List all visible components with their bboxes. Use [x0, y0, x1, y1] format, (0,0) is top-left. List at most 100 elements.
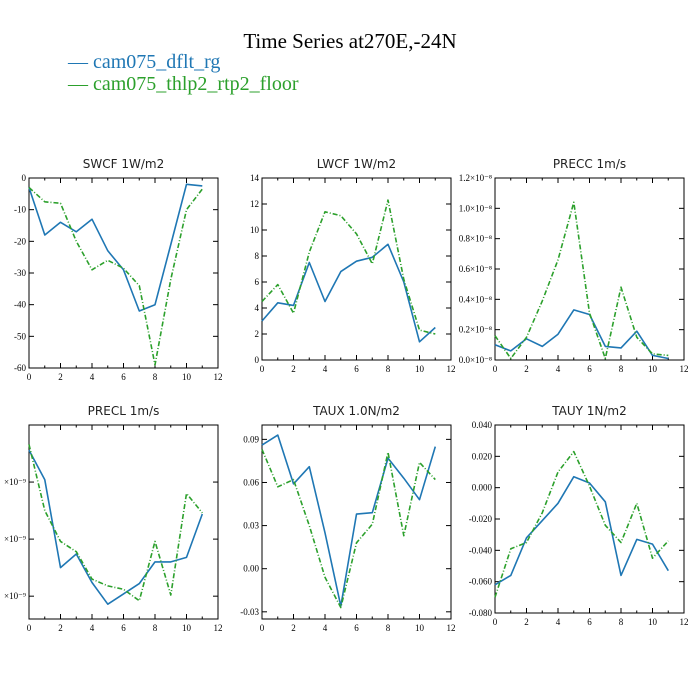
- x-tick-label: 6: [121, 372, 126, 382]
- panel-title: LWCF 1W/m2: [317, 157, 396, 171]
- x-tick-label: 12: [447, 623, 456, 633]
- y-tick-label: 0: [22, 173, 27, 183]
- series-line-2: [28, 186, 203, 366]
- x-tick-label: 6: [354, 623, 359, 633]
- x-tick-label: 2: [524, 364, 529, 374]
- y-tick-label: 8: [255, 251, 260, 261]
- series-line-2: [28, 444, 203, 602]
- y-tick-label: -60: [14, 363, 26, 373]
- x-tick-label: 4: [90, 623, 95, 633]
- y-tick-label: 4: [255, 303, 260, 313]
- series-line-1: [261, 243, 436, 343]
- y-tick-label: 0.6×10⁻⁸: [459, 264, 492, 274]
- y-tick-label: 0.06: [243, 477, 259, 487]
- panel-title: PRECC 1m/s: [553, 157, 626, 171]
- x-tick-label: 0: [260, 623, 265, 633]
- plot-frame: [494, 424, 685, 614]
- y-tick-label: 14: [250, 173, 260, 183]
- x-tick-label: 10: [648, 364, 658, 374]
- y-tick-label: 2: [255, 329, 260, 339]
- x-tick-label: 12: [680, 364, 689, 374]
- x-tick-label: 4: [323, 623, 328, 633]
- x-tick-label: 10: [415, 623, 425, 633]
- x-tick-label: 0: [493, 364, 498, 374]
- x-tick-label: 8: [153, 372, 158, 382]
- x-tick-label: 2: [58, 623, 63, 633]
- x-tick-label: 4: [90, 372, 95, 382]
- plot-frame: [28, 424, 219, 620]
- x-tick-label: 8: [619, 364, 624, 374]
- series-line-2: [261, 199, 436, 335]
- panel-title: PRECL 1m/s: [88, 404, 160, 418]
- y-tick-label: 0.2×10⁻⁸: [459, 325, 492, 335]
- legend-entry-2: — cam075_thlp2_rtp2_floor: [67, 73, 299, 95]
- x-tick-label: 12: [214, 623, 223, 633]
- x-tick-label: 12: [447, 364, 456, 374]
- y-tick-label: 10: [250, 225, 260, 235]
- y-tick-label: 0.03: [243, 521, 259, 531]
- x-tick-label: 2: [291, 623, 296, 633]
- x-tick-label: 10: [182, 372, 192, 382]
- plot-frame: [261, 177, 452, 361]
- x-tick-label: 2: [58, 372, 63, 382]
- x-tick-label: 8: [619, 617, 624, 627]
- x-tick-label: 6: [354, 364, 359, 374]
- x-tick-label: 6: [121, 623, 126, 633]
- y-tick-label: -0.020: [469, 514, 493, 524]
- chart-panel-2: LWCF 1W/m2 0 2 4 6 8 10 12 0 2 4 6 8 10 12 14: [250, 157, 456, 374]
- y-tick-label: 0.000: [472, 483, 493, 493]
- series-line-1: [28, 183, 203, 312]
- y-tick-label: -50: [14, 331, 26, 341]
- chart-panel-3: PRECC 1m/s 0 2 4 6 8 10 12 0.0×10⁻⁸ 0.2×10⁻⁸ 0.4×1…: [459, 157, 689, 374]
- x-tick-label: 4: [323, 364, 328, 374]
- x-tick-label: 10: [182, 623, 192, 633]
- series-line-2: [261, 449, 436, 609]
- y-tick-label: ×10⁻⁹: [4, 591, 26, 601]
- y-tick-label: -0.080: [469, 608, 493, 618]
- figure-title: Time Series at270E,-24N: [243, 29, 456, 53]
- x-tick-label: 4: [556, 617, 561, 627]
- y-tick-label: -20: [14, 236, 26, 246]
- x-tick-label: 12: [680, 617, 689, 627]
- x-tick-label: 0: [27, 372, 32, 382]
- y-tick-label: 1.2×10⁻⁸: [459, 173, 492, 183]
- chart-panel-4: PRECL 1m/s 0 2 4 6 8 10 12 ×10⁻⁹ ×10⁻⁹ ×10⁻⁹: [4, 404, 222, 633]
- plot-frame: [261, 424, 452, 620]
- x-tick-label: 12: [214, 372, 223, 382]
- chart-panel-1: SWCF 1W/m2 0 2 4 6 8 10 12 0 -10 -20 -30 -40 -50 -60: [14, 157, 223, 382]
- panel-title: SWCF 1W/m2: [83, 157, 164, 171]
- x-tick-label: 0: [260, 364, 265, 374]
- y-tick-label: -40: [14, 300, 26, 310]
- legend-entry-1: — cam075_dflt_rg: [67, 51, 220, 73]
- y-tick-label: 0.020: [472, 451, 493, 461]
- y-tick-label: 0.4×10⁻⁸: [459, 294, 492, 304]
- y-tick-label: -0.060: [469, 577, 493, 587]
- y-tick-label: -10: [14, 205, 26, 215]
- x-tick-label: 8: [386, 364, 391, 374]
- y-tick-label: ×10⁻⁹: [4, 477, 26, 487]
- series-line-2: [494, 450, 669, 598]
- series-line-2: [494, 201, 669, 360]
- x-tick-label: 4: [556, 364, 561, 374]
- x-tick-label: 2: [524, 617, 529, 627]
- y-tick-label: 1.0×10⁻⁸: [459, 203, 492, 213]
- y-tick-label: 12: [250, 199, 259, 209]
- series-line-1: [494, 309, 669, 360]
- chart-panels: SWCF 1W/m2 0 2 4 6 8 10 12 0 -10 -20 -30 -40 -50 -60 LW…: [4, 157, 688, 633]
- series-line-1: [28, 449, 204, 606]
- y-tick-label: 6: [255, 277, 260, 287]
- chart-panel-6: TAUY 1N/m2 0 2 4 6 8 10 12 0.040 0.020 0.000 -0.020…: [469, 404, 689, 627]
- y-tick-label: -0.040: [469, 545, 493, 555]
- x-tick-label: 10: [415, 364, 425, 374]
- panel-title: TAUX 1.0N/m2: [312, 404, 400, 418]
- y-tick-label: ×10⁻⁹: [4, 534, 26, 544]
- x-tick-label: 6: [587, 617, 592, 627]
- series-line-1: [494, 475, 669, 586]
- y-tick-label: 0.040: [472, 420, 493, 430]
- x-tick-label: 6: [587, 364, 592, 374]
- y-tick-label: 0.09: [243, 434, 259, 444]
- y-tick-label: -30: [14, 268, 26, 278]
- plot-frame: [494, 177, 685, 361]
- chart-panel-5: TAUX 1.0N/m2 0 2 4 6 8 10 12 -0.03 0.00 0.03 0.06 0.…: [240, 404, 455, 633]
